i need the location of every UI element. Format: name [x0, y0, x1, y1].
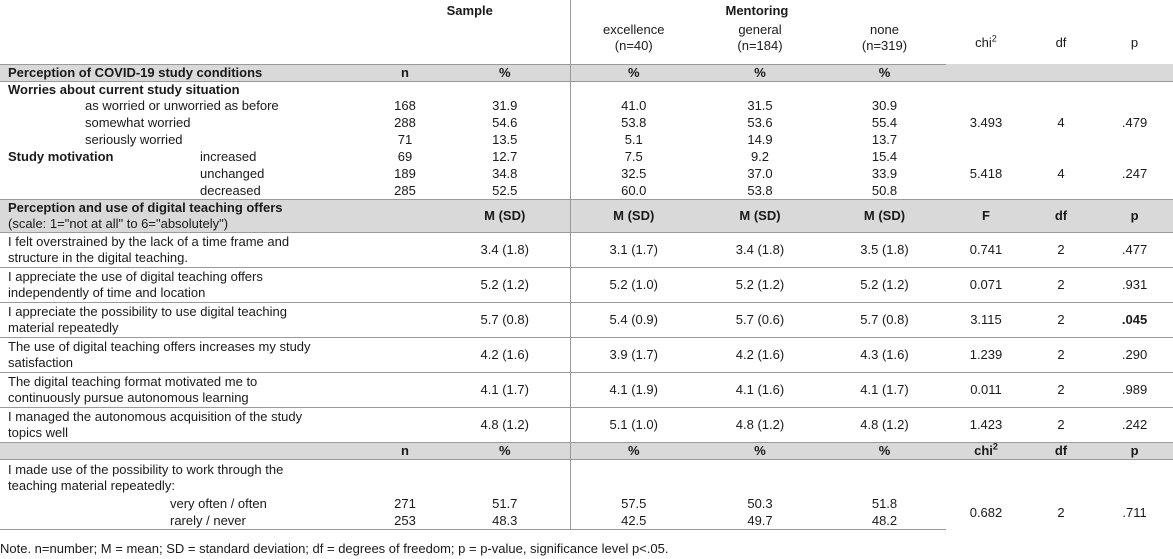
chi-header: chi2: [975, 33, 997, 50]
excellence-n: (n=40): [569, 38, 697, 65]
worries-row-1: as worried or unworried as before 168 31…: [0, 97, 1173, 130]
none-header: none: [870, 22, 899, 37]
section-digital-title: Perception and use of digital teaching o…: [8, 200, 283, 216]
motivation-row-1: Study motivation increased 69 12.7 7.5 9…: [0, 148, 1173, 181]
df-header: df: [1055, 35, 1067, 50]
general-header: general: [738, 22, 782, 37]
worries-chi: 3.493: [969, 115, 1003, 130]
excellence-header: excellence: [569, 22, 697, 38]
worries-title: Worries about current study situation: [8, 81, 240, 97]
section-covid-header: Perception of COVID-19 study conditions …: [0, 64, 1173, 82]
item-row: The use of digital teaching offers incre…: [0, 337, 1173, 373]
motivation-p: .247: [1121, 165, 1148, 181]
section-digital-header: Perception and use of digital teaching o…: [0, 199, 1173, 233]
section-digital-subtitle: (scale: 1="not at all" to 6="absolutely"…: [8, 216, 229, 231]
repeat-row-2: rarely / never 253 48.3 42.5 49.7 48.2: [0, 512, 1173, 530]
section-covid-n: n: [370, 64, 440, 82]
repeat-chi: 0.682: [969, 504, 1003, 520]
significant-p-value: .045: [1096, 302, 1173, 338]
motivation-row-2: unchanged 189 34.8 32.5 37.0 33.9: [200, 165, 898, 183]
item-row: I felt overstrained by the lack of a tim…: [0, 232, 1173, 268]
repeat-question: I made use of the possibility to work th…: [8, 462, 284, 477]
item-row: The digital teaching format motivated me…: [0, 372, 1173, 408]
repeat-p: .711: [1122, 504, 1147, 520]
item-row: I appreciate the use of digital teaching…: [0, 267, 1173, 303]
sample-header: Sample: [446, 3, 493, 18]
header-row-1: Sample Mentoring: [0, 0, 1173, 22]
header-row-2: excellence general none chi2 df p: [0, 22, 1173, 50]
table-note: Note. n=number; M = mean; SD = standard …: [0, 541, 669, 556]
worries-df: 4: [1057, 115, 1065, 130]
f-header: F: [946, 199, 1026, 233]
item-row: I appreciate the possibility to use digi…: [0, 302, 1173, 338]
section-covid-title: Perception of COVID-19 study conditions: [0, 64, 370, 82]
worries-title-row: Worries about current study situation: [0, 81, 1173, 98]
mentoring-header: Mentoring: [725, 3, 789, 18]
header-row-3: (n=40) (n=184) (n=319): [0, 38, 1173, 65]
repeat-question-row: I made use of the possibility to work th…: [0, 459, 1173, 496]
repeat-row-1: very often / often 271 51.7 57.5 50.3 51…: [0, 495, 1173, 520]
repeat-df: 2: [1057, 504, 1065, 520]
p-header: p: [1130, 35, 1139, 50]
motivation-row-3: decreased 285 52.5 60.0 53.8 50.8: [200, 182, 898, 200]
motivation-chi: 5.418: [969, 165, 1003, 181]
item-row: I managed the autonomous acquisition of …: [0, 407, 1173, 443]
motivation-df: 4: [1057, 165, 1065, 181]
worries-p: .479: [1121, 115, 1148, 130]
results-table: Sample Mentoring excellence general none…: [0, 0, 1173, 530]
worries-row-2: somewhat worried 288 54.6 53.8 53.6 55.4: [85, 114, 898, 132]
worries-row-3: seriously worried 71 13.5 5.1 14.9 13.7: [85, 131, 898, 149]
none-n: (n=319): [823, 38, 946, 65]
section-covid-pct: %: [440, 64, 570, 82]
section-repeat-header: n % % % % chi2 df p: [0, 442, 1173, 460]
general-n: (n=184): [697, 38, 823, 65]
motivation-title: Study motivation: [8, 148, 114, 164]
